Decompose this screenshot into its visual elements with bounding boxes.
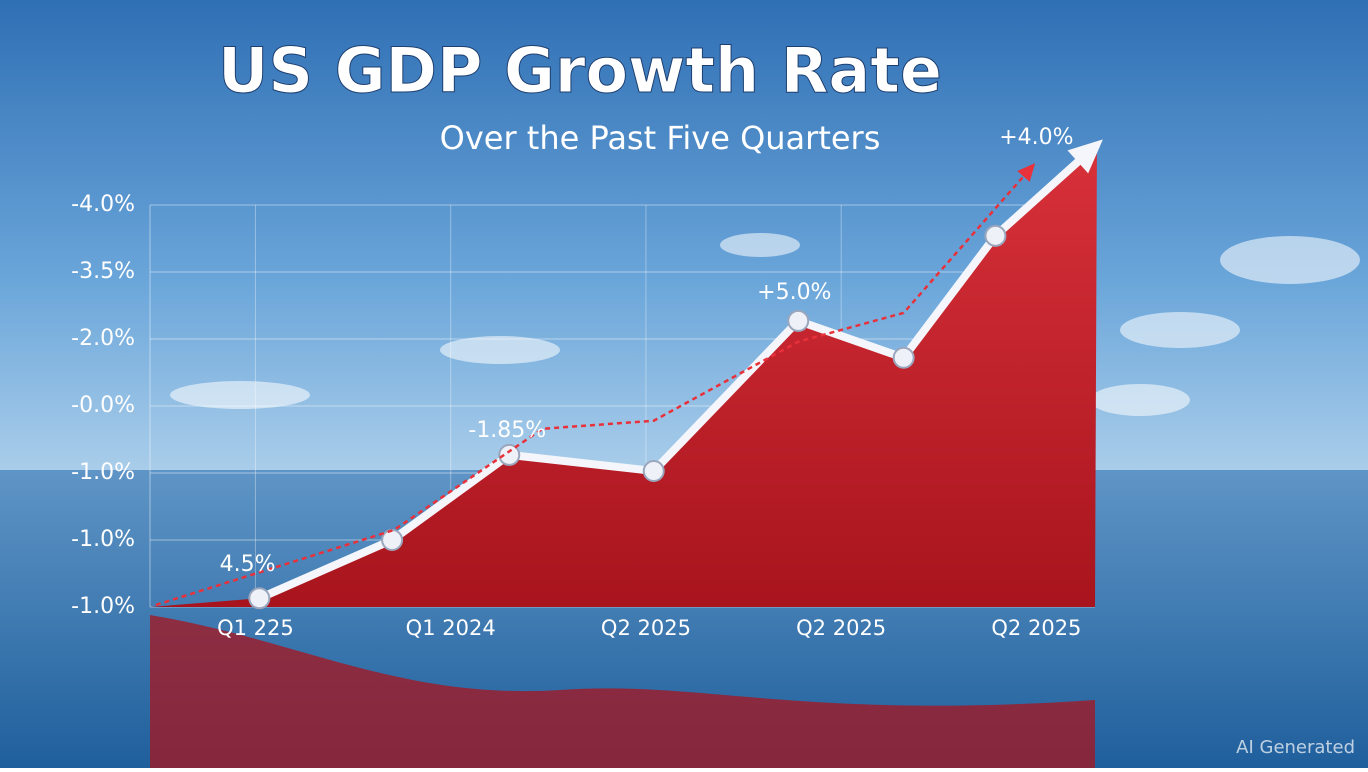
y-tick-label: -0.0%	[71, 393, 135, 418]
chart-subtitle: Over the Past Five Quarters	[440, 119, 881, 157]
annotation: +4.0%	[999, 125, 1073, 150]
line	[155, 165, 1034, 607]
y-tick-label: -2.0%	[71, 326, 135, 351]
point	[892, 346, 915, 369]
x-tick-label: Q2 2025	[601, 616, 691, 640]
arrowhead	[1067, 139, 1103, 174]
point	[642, 459, 665, 482]
watermark: AI Generated	[1236, 737, 1355, 758]
point	[248, 587, 271, 610]
x-tick-label: Q1 225	[217, 616, 294, 640]
x-tick-label: Q2 2025	[796, 616, 886, 640]
arrowhead	[1017, 163, 1036, 182]
y-tick-label: -1.0%	[71, 527, 135, 552]
reflection	[150, 615, 1095, 768]
point	[984, 224, 1007, 247]
point	[498, 443, 521, 466]
line	[257, 141, 1100, 602]
point	[787, 309, 810, 332]
y-tick-label: -4.0%	[71, 192, 135, 217]
chart-title: US GDP Growth Rate	[218, 34, 942, 107]
annotation: 4.5%	[220, 552, 276, 577]
clouds	[170, 233, 1360, 416]
area	[150, 144, 1097, 607]
y-tick-label: -1.0%	[71, 594, 135, 619]
point	[381, 529, 404, 551]
y-tick-label: -3.5%	[71, 259, 135, 284]
y-tick-label: -1.0%	[71, 460, 135, 485]
annotation: +5.0%	[757, 280, 831, 305]
annotation: -1.85%	[468, 418, 546, 443]
x-tick-label: Q1 2024	[406, 616, 496, 640]
x-tick-label: Q2 2025	[991, 616, 1081, 640]
